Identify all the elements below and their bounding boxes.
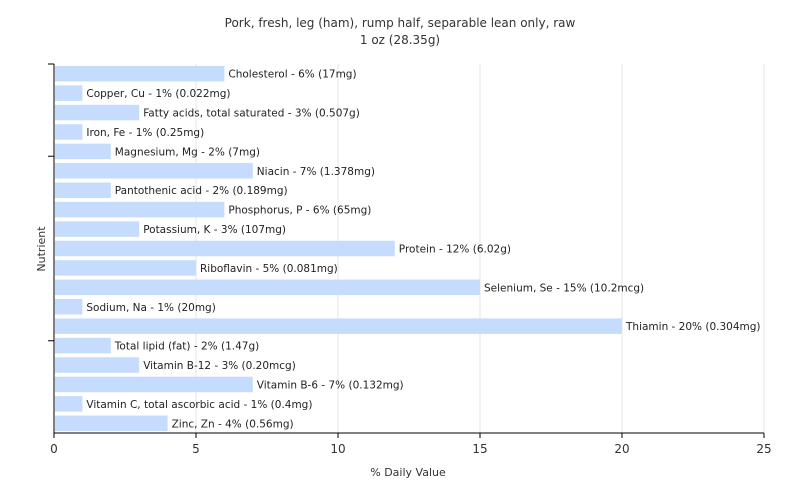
x-axis-title: % Daily Value	[370, 466, 446, 479]
axes: 0 5 10 15 20 25	[48, 63, 772, 456]
bar	[55, 85, 83, 101]
bar	[55, 357, 140, 373]
gridlines	[195, 64, 765, 433]
x-tick-label: 5	[192, 442, 200, 456]
bar-label: Riboflavin - 5% (0.081mg)	[200, 263, 338, 275]
x-tick-label: 0	[50, 442, 58, 456]
bar	[55, 143, 111, 160]
bar-label: Iron, Fe - 1% (0.25mg)	[86, 127, 204, 139]
bar	[55, 260, 196, 276]
chart-title: Pork, fresh, leg (ham), rump half, separ…	[225, 16, 576, 30]
bar-label: Selenium, Se - 15% (10.2mcg)	[484, 282, 644, 294]
bar	[55, 279, 480, 296]
x-tick-label: 25	[756, 442, 771, 456]
bar-label: Thiamin - 20% (0.304mg)	[625, 321, 761, 333]
bar	[55, 396, 83, 412]
bar-label: Pantothenic acid - 2% (0.189mg)	[115, 185, 288, 197]
bar-label: Protein - 12% (6.02g)	[399, 244, 511, 256]
bar	[55, 298, 83, 315]
bar	[55, 240, 395, 257]
bars: Cholesterol - 6% (17mg) Copper, Cu - 1% (…	[55, 65, 761, 432]
bar-label: Zinc, Zn - 4% (0.56mg)	[172, 418, 294, 430]
x-tick-label: 10	[330, 442, 345, 456]
bar	[55, 65, 225, 82]
bar-label: Vitamin C, total ascorbic acid - 1% (0.4…	[86, 399, 312, 411]
x-tick-label: 20	[614, 442, 629, 456]
chart-subtitle: 1 oz (28.35g)	[360, 33, 440, 47]
bar-label: Phosphorus, P - 6% (65mg)	[228, 205, 371, 217]
bar	[55, 124, 83, 140]
bar	[55, 182, 111, 199]
bar	[55, 163, 253, 179]
bar-label: Magnesium, Mg - 2% (7mg)	[115, 146, 260, 158]
bar-label: Sodium, Na - 1% (20mg)	[86, 302, 215, 314]
bar	[55, 318, 622, 334]
bar-label: Total lipid (fat) - 2% (1.47g)	[114, 341, 259, 353]
bar	[55, 376, 253, 393]
bar	[55, 337, 111, 354]
bar	[55, 221, 140, 237]
bar	[55, 415, 168, 432]
bar	[55, 201, 225, 218]
bar-label: Niacin - 7% (1.378mg)	[257, 166, 375, 178]
bar-label: Potassium, K - 3% (107mg)	[143, 224, 286, 236]
bar-label: Vitamin B-12 - 3% (0.20mcg)	[143, 360, 296, 372]
y-axis-title: Nutrient	[35, 226, 48, 272]
x-tick-label: 15	[472, 442, 487, 456]
bar-label: Vitamin B-6 - 7% (0.132mg)	[257, 379, 404, 391]
bar-label: Copper, Cu - 1% (0.022mg)	[86, 88, 230, 100]
bar-label: Fatty acids, total saturated - 3% (0.507…	[143, 108, 360, 120]
bar-label: Cholesterol - 6% (17mg)	[228, 69, 356, 81]
bar	[55, 104, 140, 121]
